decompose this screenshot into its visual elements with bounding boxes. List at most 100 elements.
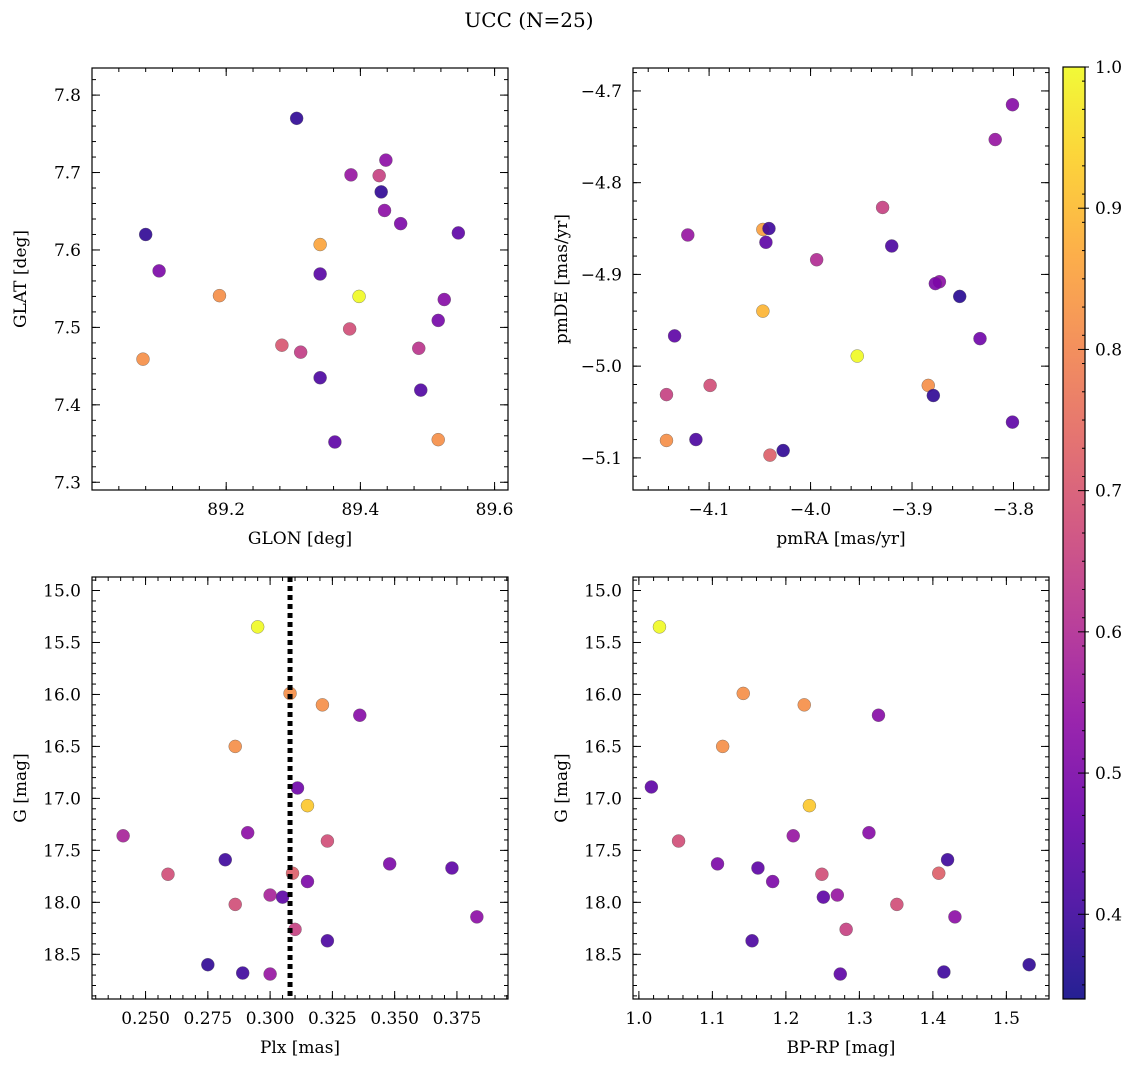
- scatter-point: [759, 235, 773, 249]
- axes-frame: [91, 67, 509, 491]
- scatter-point: [762, 221, 776, 236]
- scatter-point: [383, 857, 397, 871]
- scatter-point: [809, 253, 824, 267]
- scatter-point: [352, 289, 366, 304]
- x-axis-label: pmRA [mas/yr]: [776, 529, 905, 549]
- scatter-point: [736, 686, 750, 701]
- scatter-point: [313, 267, 327, 281]
- scatter-point: [681, 228, 695, 242]
- colorbar-tick-label: 1.0: [1095, 58, 1122, 78]
- y-axis-label: G [mag]: [552, 753, 572, 822]
- scatter-point: [710, 857, 725, 871]
- scatter-point: [937, 965, 951, 979]
- scatter-point: [250, 620, 265, 634]
- y-tick-label: 16.0: [584, 685, 622, 705]
- y-tick-label: 7.6: [54, 241, 81, 261]
- y-tick-label: 18.5: [584, 945, 622, 965]
- scatter-point: [161, 867, 175, 881]
- scatter-point: [300, 798, 315, 813]
- colorbar-tick-label: 0.4: [1095, 905, 1122, 925]
- scatter-point: [652, 620, 667, 634]
- y-tick-label: 16.0: [43, 685, 81, 705]
- scatter-point: [875, 200, 890, 215]
- x-tick-label: 0.375: [433, 1009, 482, 1029]
- colorbar-gradient: [1063, 67, 1085, 999]
- scatter-point: [667, 329, 682, 343]
- y-tick-label: 17.0: [584, 789, 622, 809]
- y-tick-label: 17.5: [43, 841, 81, 861]
- scatter-point: [412, 341, 426, 355]
- x-tick-label: −3.9: [891, 500, 932, 520]
- scatter-point: [377, 203, 392, 218]
- x-tick-label: 0.325: [308, 1009, 357, 1029]
- scatter-point: [379, 153, 393, 167]
- x-tick-label: −4.1: [688, 500, 729, 520]
- colorbar-tick-label: 0.8: [1095, 340, 1122, 360]
- x-tick-label: 89.4: [341, 500, 379, 520]
- y-tick-label: 15.5: [584, 633, 622, 653]
- x-tick-label: 0.300: [246, 1009, 295, 1029]
- scatter-point: [228, 739, 242, 754]
- x-tick-label: 1.3: [846, 1009, 873, 1029]
- scatter-point: [830, 888, 845, 902]
- y-tick-label: 18.0: [43, 893, 81, 913]
- panel-bprp-gmag: 1.0 1.1 1.2 1.3 1.4 1.5 15.0 15.5 16.0 16.5 17.0 17…: [552, 576, 1050, 1058]
- y-tick-label: 15.0: [584, 582, 622, 602]
- scatter-points: [644, 620, 1036, 981]
- y-tick-label: −5.0: [581, 357, 622, 377]
- scatter-point: [218, 853, 232, 867]
- scatter-point: [940, 853, 955, 867]
- scatter-point: [776, 443, 790, 458]
- scatter-point: [926, 388, 941, 403]
- scatter-point: [715, 739, 730, 754]
- y-tick-label: 15.5: [43, 633, 81, 653]
- x-tick-label: 1.5: [993, 1009, 1020, 1029]
- scatter-point: [437, 292, 451, 307]
- colorbar: 0.4 0.5 0.6 0.7 0.8 0.9 1.0: [1062, 58, 1122, 1000]
- x-axis-label: GLON [deg]: [248, 529, 352, 549]
- scatter-point: [885, 239, 899, 253]
- scatter-point: [228, 897, 242, 912]
- x-tick-label: 0.275: [183, 1009, 232, 1029]
- tick-marks: [633, 577, 1049, 999]
- y-tick-label: 7.8: [54, 86, 81, 106]
- scatter-point: [659, 433, 674, 448]
- scatter-point: [871, 708, 886, 722]
- scatter-point: [689, 432, 703, 447]
- axes-frame: [632, 67, 1050, 491]
- y-axis-label: G [mag]: [11, 753, 31, 822]
- scatter-point: [152, 264, 166, 278]
- scatter-point: [839, 922, 853, 937]
- scatter-point: [745, 934, 759, 948]
- scatter-point: [431, 432, 445, 447]
- scatter-point: [313, 371, 327, 385]
- scatter-point: [212, 288, 227, 303]
- scatter-point: [289, 111, 304, 126]
- scatter-point: [948, 910, 962, 924]
- scatter-point: [816, 890, 831, 904]
- scatter-points: [116, 620, 484, 981]
- panel-glon-glat: 89.2 89.4 89.6 7.3 7.4 7.5 7.6 7.7 7.8 GLON [deg]…: [11, 67, 514, 549]
- scatter-point: [786, 829, 800, 843]
- scatter-point: [374, 185, 388, 199]
- scatter-point: [802, 798, 817, 813]
- scatter-point: [344, 168, 358, 182]
- x-tick-label: −4.0: [790, 500, 831, 520]
- scatter-point: [862, 826, 876, 840]
- colorbar-ticks: [1078, 66, 1089, 986]
- tick-marks: [633, 68, 1049, 490]
- scatter-point: [139, 227, 153, 242]
- scatter-point: [833, 967, 847, 981]
- scatter-point: [451, 226, 466, 240]
- scatter-points: [659, 98, 1020, 462]
- scatter-point: [328, 435, 342, 449]
- colorbar-tick-label: 0.5: [1095, 764, 1122, 784]
- x-tick-label: 89.2: [207, 500, 245, 520]
- scatter-point: [765, 874, 780, 889]
- y-axis-label: pmDE [mas/yr]: [552, 214, 572, 344]
- scatter-point: [671, 834, 686, 848]
- scatter-point: [275, 338, 289, 352]
- scatter-point: [353, 708, 367, 722]
- scatter-point: [116, 829, 130, 843]
